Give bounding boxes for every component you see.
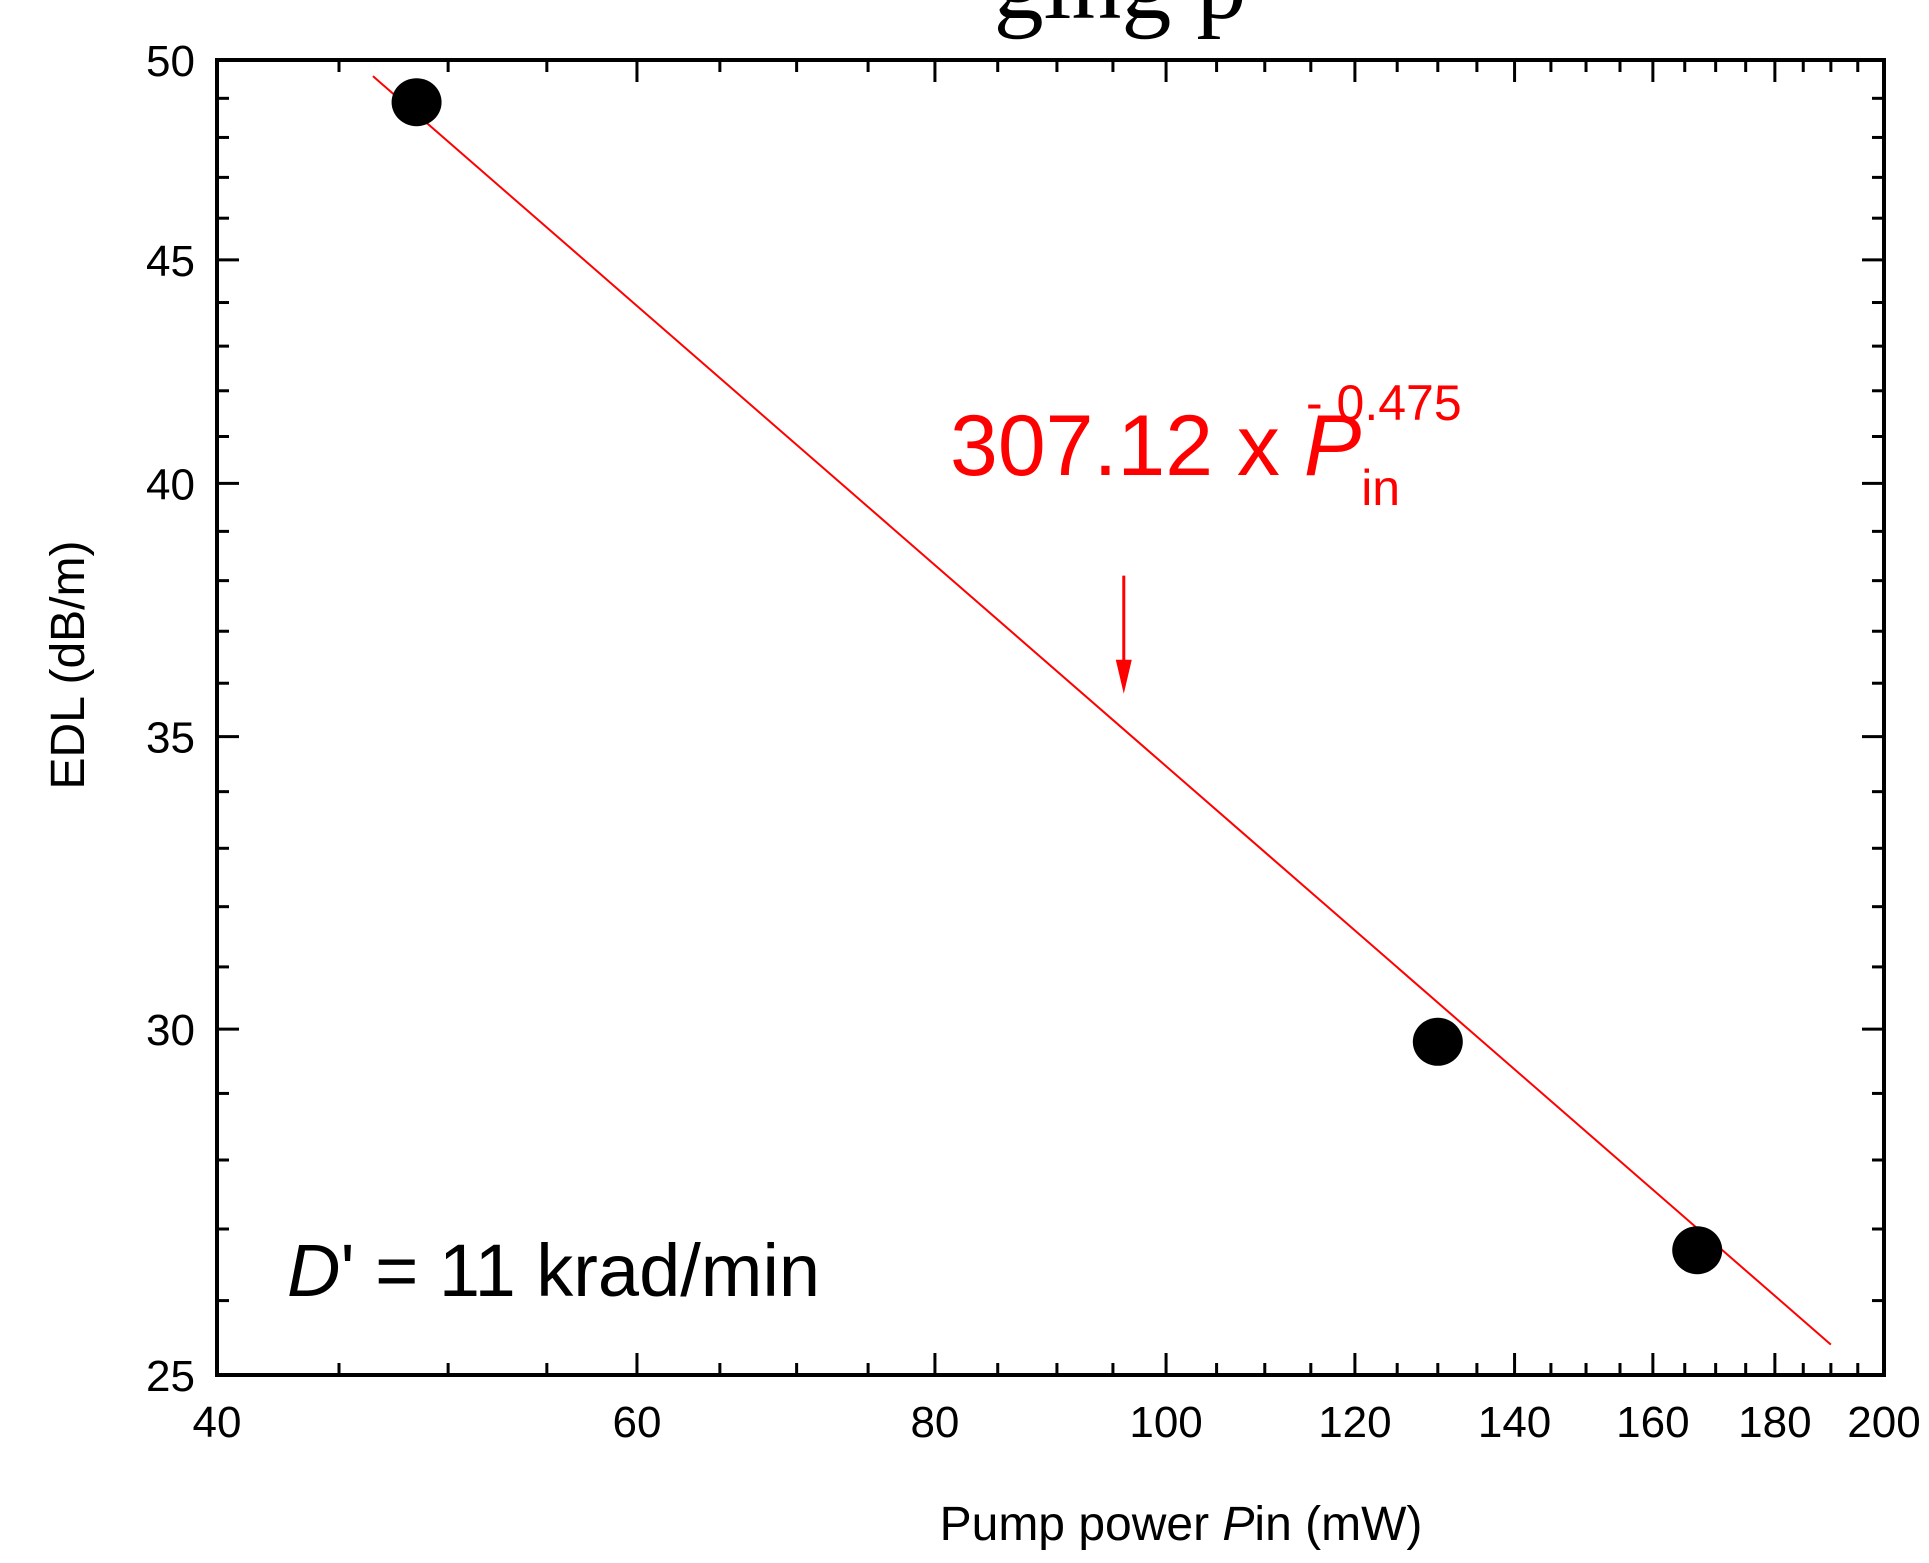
x-tick-label: 160 [1616,1398,1689,1447]
data-points [391,78,1723,1275]
data-point [1412,1017,1463,1066]
title-fragment: ging p [994,0,1247,40]
x-axis-title-variable: P [1222,1498,1254,1551]
fit-variable-text: P [1304,398,1361,494]
x-tick-label: 140 [1478,1398,1551,1447]
y-axis-title: EDL (dB/m) [42,541,95,790]
y-tick-label: 50 [146,37,195,86]
fit-subscript-text: in [1361,460,1400,516]
x-axis-title-prefix: Pump power [940,1498,1223,1551]
y-tick-labels: 25 30 35 40 45 50 [146,37,195,1401]
x-tick-label: 40 [193,1398,242,1447]
x-tick-label: 80 [910,1398,959,1447]
fit-exponent-text: - 0.475 [1306,375,1462,431]
fit-line [372,75,1832,1346]
plot-frame [215,58,1886,1377]
y-tick-label: 40 [146,460,195,509]
major-ticks [215,58,1886,1377]
fit-coefficient-text: 307.12 x [950,398,1304,494]
condition-label: D' = 11 krad/min [287,1229,820,1312]
x-tick-labels: 40 60 80 100 120 140 160 180 200 [193,1398,1921,1447]
fit-equation: 307.12 x Pin [950,398,1400,516]
x-tick-label: 120 [1318,1398,1391,1447]
x-axis-title: Pump power Pin (mW) [940,1498,1423,1551]
y-tick-label: 25 [146,1352,195,1401]
x-axis-title-suffix: in (mW) [1254,1498,1422,1551]
y-tick-label: 30 [146,1006,195,1055]
data-point [391,78,442,127]
y-tick-label: 45 [146,237,195,286]
fit-annotation: 307.12 x Pin - 0.475 [950,375,1462,694]
y-tick-label: 35 [146,714,195,763]
minor-ticks [217,60,1884,1375]
condition-variable: D [287,1229,340,1312]
x-tick-label: 200 [1847,1398,1920,1447]
annotation-arrow-head [1115,659,1132,694]
x-tick-label: 180 [1738,1398,1811,1447]
condition-value: ' = 11 krad/min [340,1229,820,1312]
x-tick-label: 100 [1129,1398,1202,1447]
x-tick-label: 60 [612,1398,661,1447]
data-point [1672,1226,1723,1275]
